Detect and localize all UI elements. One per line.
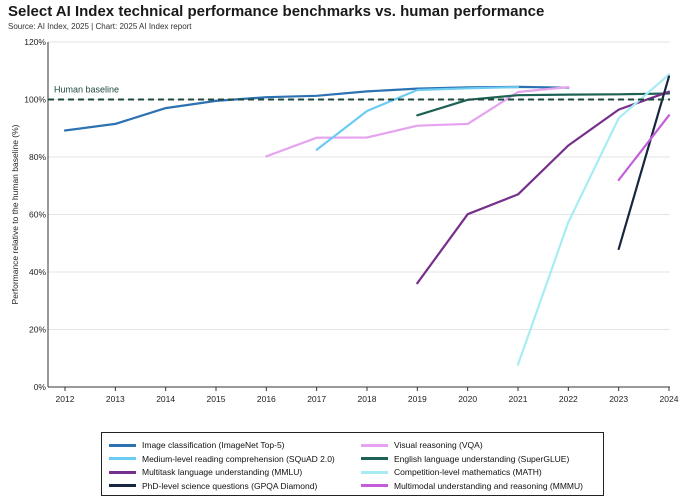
legend-swatch [361, 457, 388, 460]
y-tick-label: 20% [29, 325, 46, 335]
x-tick-label: 2016 [257, 394, 276, 404]
legend-item: Image classification (ImageNet Top-5) [109, 439, 335, 451]
legend-label: English language understanding (SuperGLU… [394, 453, 570, 464]
legend-label: Competition-level mathematics (MATH) [394, 467, 542, 477]
legend-swatch [361, 470, 388, 474]
series-line-1 [265, 85, 570, 158]
legend-label: Image classification (ImageNet Top-5) [142, 440, 285, 450]
x-tick-label: 2022 [559, 394, 578, 404]
series-line-2 [315, 85, 520, 151]
x-tick-label: 2019 [408, 394, 427, 404]
y-axis-label: Performance relative to the human baseli… [10, 124, 20, 304]
y-tick-label: 40% [29, 267, 46, 277]
legend-label: Multimodal understanding and reasoning (… [394, 480, 583, 491]
chart-legend: Image classification (ImageNet Top-5) Med… [101, 432, 604, 496]
x-tick-label: 2023 [609, 394, 628, 404]
x-tick-label: 2015 [207, 394, 226, 404]
y-tick-label: 80% [29, 152, 46, 162]
legend-item: Medium-level reading comprehension (SQuA… [109, 453, 335, 465]
x-tick-label: 2018 [358, 394, 377, 404]
chart-title: Select AI Index technical performance be… [8, 3, 545, 20]
legend-swatch [109, 443, 136, 447]
series-line-7 [617, 114, 671, 182]
legend-item: English language understanding (SuperGLU… [361, 453, 583, 465]
chart-subtitle: Source: AI Index, 2025 | Chart: 2025 AI … [8, 22, 192, 31]
legend-item: Competition-level mathematics (MATH) [361, 466, 583, 478]
legend-swatch [361, 443, 388, 447]
legend-label: Visual reasoning (VQA) [394, 440, 483, 450]
series-line-3 [416, 92, 671, 117]
human-baseline-label: Human baseline [54, 85, 119, 95]
x-tick-label: 2017 [307, 394, 326, 404]
series-line-4 [416, 90, 671, 285]
legend-swatch [109, 484, 136, 487]
legend-column-left: Image classification (ImageNet Top-5) Med… [109, 439, 335, 493]
legend-item: PhD-level science questions (GPQA Diamon… [109, 480, 335, 492]
chart-plot: 0% 20% 40% 60% 80% 100% 120% 2012 2013 2014 2015 20… [10, 37, 679, 404]
legend-column-right: Visual reasoning (VQA) English language u… [361, 439, 583, 493]
y-tick-label: 60% [29, 210, 46, 220]
x-tick-label: 2012 [56, 394, 75, 404]
y-tick-label: 0% [34, 382, 47, 392]
legend-item: Multimodal understanding and reasoning (… [361, 480, 583, 492]
series-line-5 [516, 73, 671, 366]
legend-swatch [109, 457, 136, 460]
y-tick-label: 120% [24, 37, 46, 47]
x-tick-label: 2020 [458, 394, 477, 404]
legend-swatch [109, 470, 136, 474]
x-tick-label: 2021 [509, 394, 528, 404]
legend-swatch [361, 484, 388, 487]
x-tick-label: 2014 [156, 394, 175, 404]
x-tick-label: 2024 [660, 394, 679, 404]
x-tick-label: 2013 [106, 394, 125, 404]
legend-label: Medium-level reading comprehension (SQuA… [142, 453, 335, 464]
legend-item: Visual reasoning (VQA) [361, 439, 583, 451]
legend-label: Multitask language understanding (MMLU) [142, 467, 303, 477]
legend-item: Multitask language understanding (MMLU) [109, 466, 335, 478]
y-tick-label: 100% [24, 95, 46, 105]
legend-label: PhD-level science questions (GPQA Diamon… [142, 480, 318, 491]
series-line-6 [617, 75, 671, 251]
